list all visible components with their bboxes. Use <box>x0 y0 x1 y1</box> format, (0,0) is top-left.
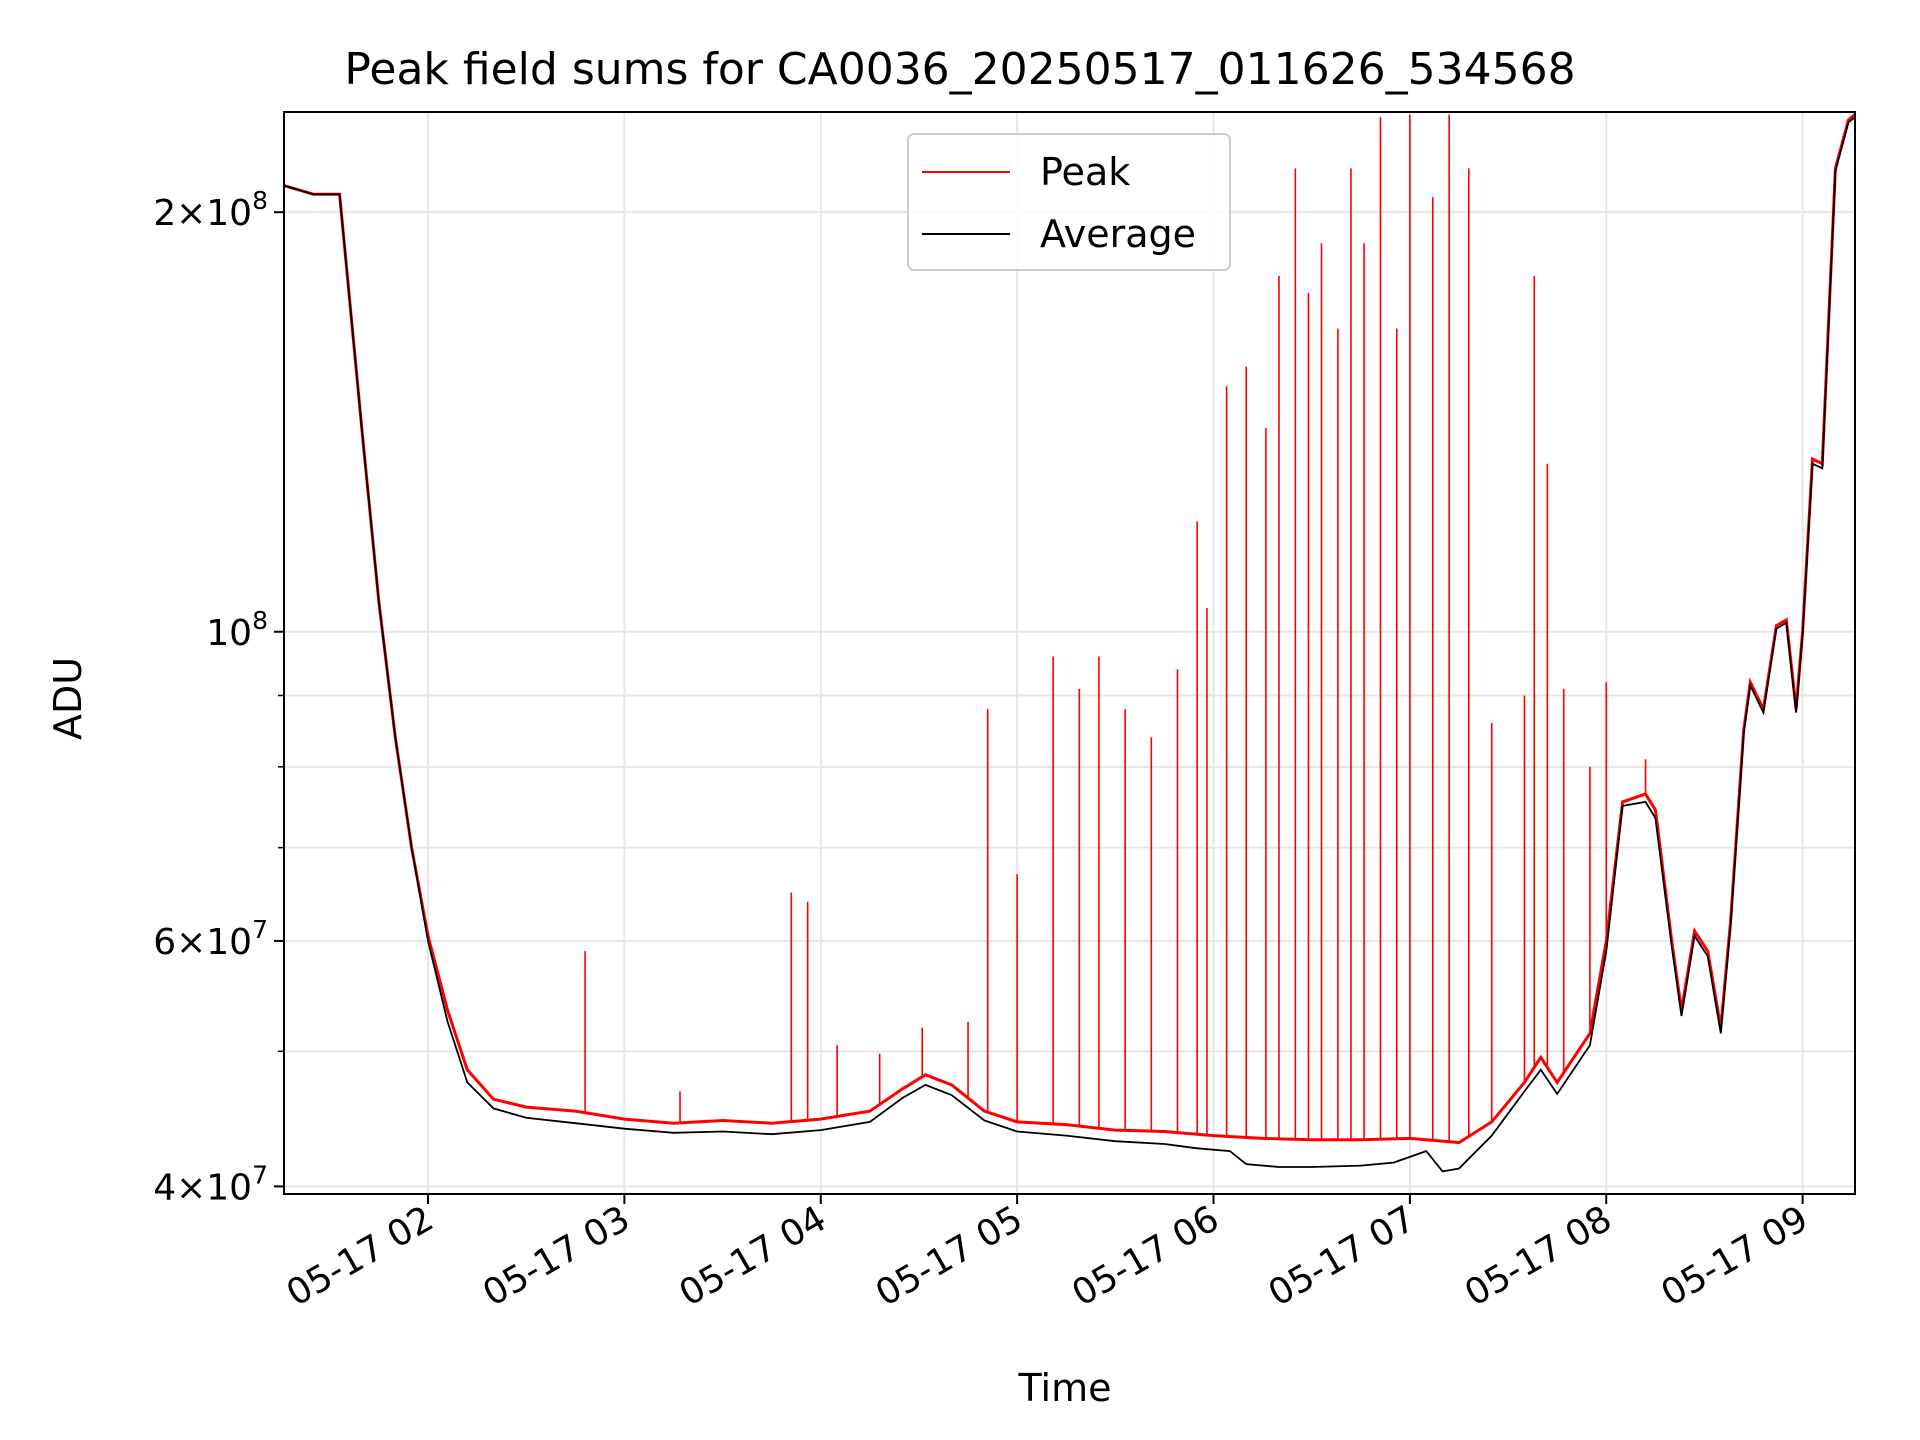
y-tick-label: 4×107 <box>153 1160 268 1208</box>
series-line-peak <box>284 113 1855 1145</box>
series-layer <box>284 113 1855 1173</box>
tick-layer: 05-17 02 05-17 03 05-17 04 05-17 05 05-17 06… <box>153 186 1815 1315</box>
grid-layer <box>284 112 1855 1194</box>
y-axis-label: ADU <box>46 656 90 740</box>
x-tick-label: 05-17 02 <box>280 1198 441 1314</box>
legend: Peak Average <box>907 133 1231 271</box>
x-axis-label: Time <box>1018 1366 1112 1410</box>
y-tick-label: 108 <box>206 606 268 654</box>
y-tick-label: 2×108 <box>153 186 268 234</box>
chart-title: Peak field sums for CA0036_20250517_0116… <box>344 44 1576 95</box>
legend-box <box>907 133 1231 271</box>
x-tick-label: 05-17 07 <box>1262 1198 1423 1314</box>
x-tick-label: 05-17 04 <box>673 1198 834 1314</box>
x-tick-label: 05-17 08 <box>1458 1198 1619 1314</box>
x-tick-label: 05-17 03 <box>476 1198 637 1314</box>
legend-label-average: Average <box>1040 212 1196 256</box>
series-line-average <box>284 116 1855 1173</box>
y-tick-label: 6×107 <box>153 915 268 963</box>
x-tick-label: 05-17 06 <box>1065 1198 1226 1314</box>
plot-frame <box>283 111 1856 1195</box>
x-tick-label: 05-17 05 <box>869 1198 1030 1314</box>
x-tick-label: 05-17 09 <box>1654 1198 1815 1314</box>
legend-label-peak: Peak <box>1040 150 1130 194</box>
